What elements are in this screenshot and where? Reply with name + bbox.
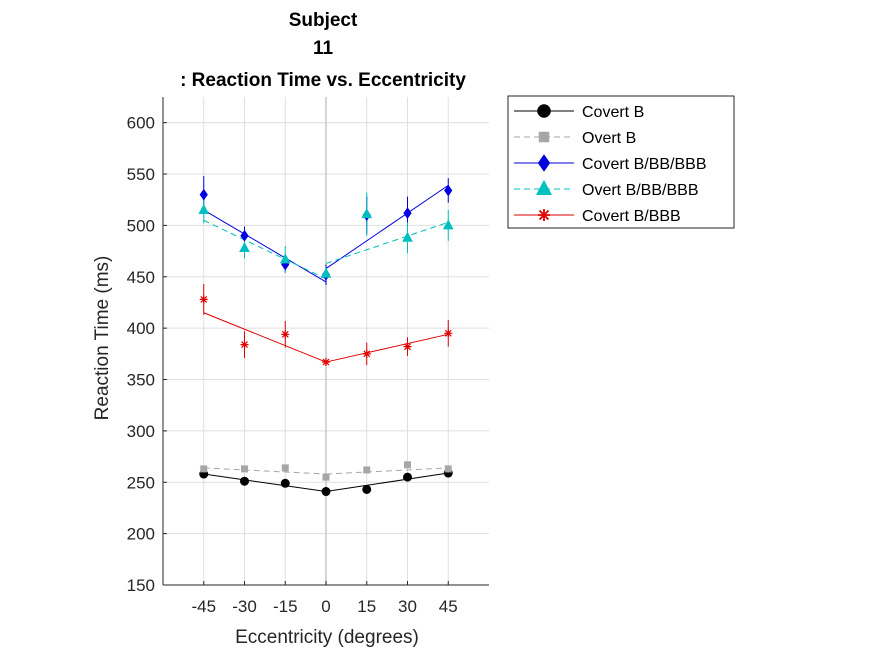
y-axis-label: Reaction Time (ms) bbox=[92, 256, 113, 421]
x-tick-label: -15 bbox=[273, 597, 298, 616]
overt-b-bb-bbb-point bbox=[198, 203, 210, 215]
overt-b-bb-bbb-point bbox=[239, 241, 250, 253]
legend-marker-covert-b-bbb bbox=[538, 209, 550, 221]
x-tick-label: 15 bbox=[357, 597, 376, 616]
covert-b-bbb-point bbox=[322, 358, 330, 367]
covert-b-bbb-fit-left bbox=[203, 312, 327, 363]
x-tick-label: -45 bbox=[191, 597, 216, 616]
y-tick-label: 200 bbox=[127, 525, 155, 544]
covert-b-fit-left bbox=[203, 473, 327, 493]
overt-b-fit-right bbox=[325, 467, 449, 475]
covert-b-bb-bbb-point bbox=[444, 184, 453, 197]
x-tick-label: 0 bbox=[321, 597, 330, 616]
overt-b-point bbox=[404, 461, 411, 469]
title-line-3: : Reaction Time vs. Eccentricity bbox=[180, 70, 466, 91]
covert-b-fit-right bbox=[325, 472, 449, 493]
y-tick-label: 250 bbox=[127, 473, 155, 492]
covert-b-bbb-point bbox=[281, 330, 290, 339]
overt-b-bb-bbb-point bbox=[320, 267, 332, 278]
overt-b-bb-bbb-point bbox=[361, 208, 373, 219]
overt-b-point bbox=[363, 466, 371, 474]
tick-labels: -45 -30 -15 0 15 30 45 150 200 250 300 350 400 450 500… bbox=[127, 114, 458, 616]
y-tick-label: 500 bbox=[127, 216, 155, 235]
legend-label-overt-b-bb-bbb: Overt B/BB/BBB bbox=[582, 182, 698, 199]
y-tick-label: 400 bbox=[127, 319, 155, 338]
legend-marker-overt-b-bb-bbb bbox=[536, 179, 552, 195]
covert-b-point bbox=[240, 476, 249, 486]
overt-b-bb-bbb-fit-right bbox=[325, 221, 449, 264]
legend-marker-covert-b bbox=[537, 104, 551, 118]
legend: Covert B Overt B Covert B/BB/BBB Overt B/BB… bbox=[507, 95, 735, 229]
covert-b-bb-bbb-point bbox=[240, 229, 249, 242]
covert-b-point bbox=[403, 472, 412, 482]
covert-b-bbb-point bbox=[362, 349, 371, 358]
x-tick-label: 30 bbox=[398, 597, 417, 616]
overt-b-point bbox=[322, 473, 330, 481]
overt-b-bb-bbb-point bbox=[402, 231, 413, 242]
legend-label-covert-b: Covert B bbox=[582, 104, 644, 121]
overt-b-bb-bbb-point bbox=[442, 219, 454, 230]
legend-label-covert-b-bb-bbb: Covert B/BB/BBB bbox=[582, 156, 707, 173]
covert-b-point bbox=[362, 484, 372, 494]
covert-b-bbb-point bbox=[403, 342, 412, 351]
covert-b-bb-bbb-fit-right bbox=[325, 184, 449, 269]
overt-b-fit-left bbox=[203, 467, 327, 475]
title-line-1: Subject bbox=[289, 10, 358, 31]
covert-b-point bbox=[280, 478, 290, 488]
overt-b-bb-bbb-point bbox=[279, 253, 291, 264]
title-line-2: 11 bbox=[313, 38, 334, 59]
covert-b-bbb-point bbox=[240, 340, 249, 349]
legend-marker-overt-b bbox=[538, 131, 550, 143]
axes bbox=[162, 97, 489, 586]
overt-b-point bbox=[444, 465, 452, 473]
overt-b-point bbox=[200, 465, 208, 473]
overt-b-point bbox=[241, 465, 248, 473]
x-tick-label: -30 bbox=[232, 597, 257, 616]
covert-b-bbb-fit-right bbox=[325, 333, 449, 363]
legend-label-overt-b: Overt B bbox=[582, 130, 636, 147]
y-tick-label: 150 bbox=[127, 576, 155, 595]
covert-b-point bbox=[321, 487, 331, 497]
fit-lines bbox=[203, 184, 449, 493]
data-markers bbox=[198, 184, 454, 497]
y-tick-label: 350 bbox=[127, 371, 155, 390]
y-tick-label: 600 bbox=[127, 114, 155, 133]
overt-b-bb-bbb-fit-left bbox=[203, 219, 327, 280]
overt-b-point bbox=[281, 464, 289, 472]
x-tick-label: 45 bbox=[439, 597, 458, 616]
chart-title: Subject 11 : Reaction Time vs. Eccentric… bbox=[180, 10, 466, 91]
legend-label-covert-b-bbb: Covert B/BBB bbox=[582, 208, 681, 225]
covert-b-bbb-point bbox=[444, 329, 453, 338]
y-tick-label: 450 bbox=[127, 268, 155, 287]
covert-b-bbb-point bbox=[199, 295, 208, 304]
covert-b-bb-bbb-point bbox=[403, 207, 412, 219]
legend-marker-covert-b-bb-bbb bbox=[537, 154, 551, 172]
covert-b-bb-bbb-point bbox=[199, 188, 208, 201]
x-axis-label: Eccentricity (degrees) bbox=[235, 627, 419, 648]
y-tick-label: 550 bbox=[127, 165, 155, 184]
covert-b-bb-bbb-fit-left bbox=[203, 209, 327, 283]
y-tick-label: 300 bbox=[127, 422, 155, 441]
